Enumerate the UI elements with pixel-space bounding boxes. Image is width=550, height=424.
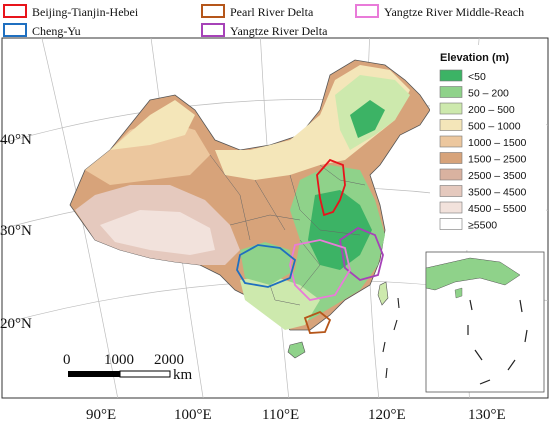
elevation-swatch-4 <box>439 135 463 148</box>
elevation-swatch-6 <box>439 168 463 181</box>
elevation-label-1: 50 – 200 <box>468 88 509 100</box>
legend-swatch-yangtze-river-delta <box>201 23 225 37</box>
province-borders <box>209 154 366 306</box>
elevation-label-2: 200 – 500 <box>468 104 515 116</box>
elevation-label-8: 4500 – 5500 <box>468 203 527 215</box>
legend-swatch-pearl-river-delta <box>201 4 225 18</box>
legend-swatch-yangtze-river-middle-reach <box>355 4 379 18</box>
latitude-label-30n: 30°N <box>0 223 32 239</box>
elevation-legend: Elevation (m) <50 50 – 200 200 – 500 500 – … <box>430 45 546 250</box>
latitude-labels: 40°N 30°N 20°N <box>0 132 32 332</box>
elevation-label-9: ≥5500 <box>468 220 497 232</box>
taiwan-island <box>377 281 389 306</box>
legend-swatch-cheng-yu <box>3 23 27 37</box>
scale-tick-0: 0 <box>63 352 71 368</box>
elevation-swatch-3 <box>439 119 463 131</box>
legend-label-yangtze-river-middle-reach: Yangtze River Middle-Reach <box>384 5 524 19</box>
legend-label-pearl-river-delta: Pearl River Delta <box>230 5 314 19</box>
china-landmass <box>69 59 431 331</box>
longitude-label-110e: 110°E <box>262 407 299 423</box>
scale-tick-1000: 1000 <box>104 352 134 368</box>
elevation-swatch-8 <box>439 201 463 214</box>
elevation-swatch-5 <box>439 152 463 164</box>
dash-line-marks <box>382 297 400 379</box>
longitude-label-100e: 100°E <box>174 407 212 423</box>
legend-label-beijing-tianjin-hebei: Beijing-Tianjin-Hebei <box>32 5 139 19</box>
elevation-swatch-1 <box>439 86 463 98</box>
region-yangtze-river-delta <box>339 226 384 281</box>
longitude-labels: 90°E 100°E 110°E 120°E 130°E <box>86 407 506 423</box>
legend-label-cheng-yu: Cheng-Yu <box>32 24 81 38</box>
region-beijing-tianjin-hebei <box>316 158 346 217</box>
elevation-label-0: <50 <box>468 71 486 83</box>
scale-unit: km <box>173 367 193 383</box>
longitude-label-130e: 130°E <box>468 407 506 423</box>
hainan-island <box>287 341 306 359</box>
elevation-swatch-7 <box>439 185 463 197</box>
elevation-swatch-9 <box>439 218 463 230</box>
region-pearl-river-delta <box>303 310 332 334</box>
elevation-label-7: 3500 – 4500 <box>468 187 527 199</box>
scale-tick-2000: 2000 <box>154 352 184 368</box>
scale-bar: 0 1000 2000 km <box>63 352 193 383</box>
elevation-label-3: 500 – 1000 <box>468 121 521 133</box>
legend-swatch-beijing-tianjin-hebei <box>3 4 27 18</box>
south-china-sea-inset <box>425 251 545 393</box>
elevation-label-4: 1000 – 1500 <box>468 137 527 149</box>
elevation-label-6: 2500 – 3500 <box>468 170 527 182</box>
elevation-swatch-0 <box>439 69 463 82</box>
elevation-legend-title: Elevation (m) <box>440 52 509 64</box>
latitude-label-20n: 20°N <box>0 316 32 332</box>
latitude-label-40n: 40°N <box>0 132 32 148</box>
elevation-swatch-2 <box>439 102 463 115</box>
longitude-label-120e: 120°E <box>368 407 406 423</box>
longitude-label-90e: 90°E <box>86 407 116 423</box>
legend-label-yangtze-river-delta: Yangtze River Delta <box>230 24 328 38</box>
region-cheng-yu <box>236 244 297 288</box>
region-legend: Beijing-Tianjin-Hebei Pearl River Delta Ya… <box>3 4 524 38</box>
elevation-label-5: 1500 – 2500 <box>468 154 527 166</box>
